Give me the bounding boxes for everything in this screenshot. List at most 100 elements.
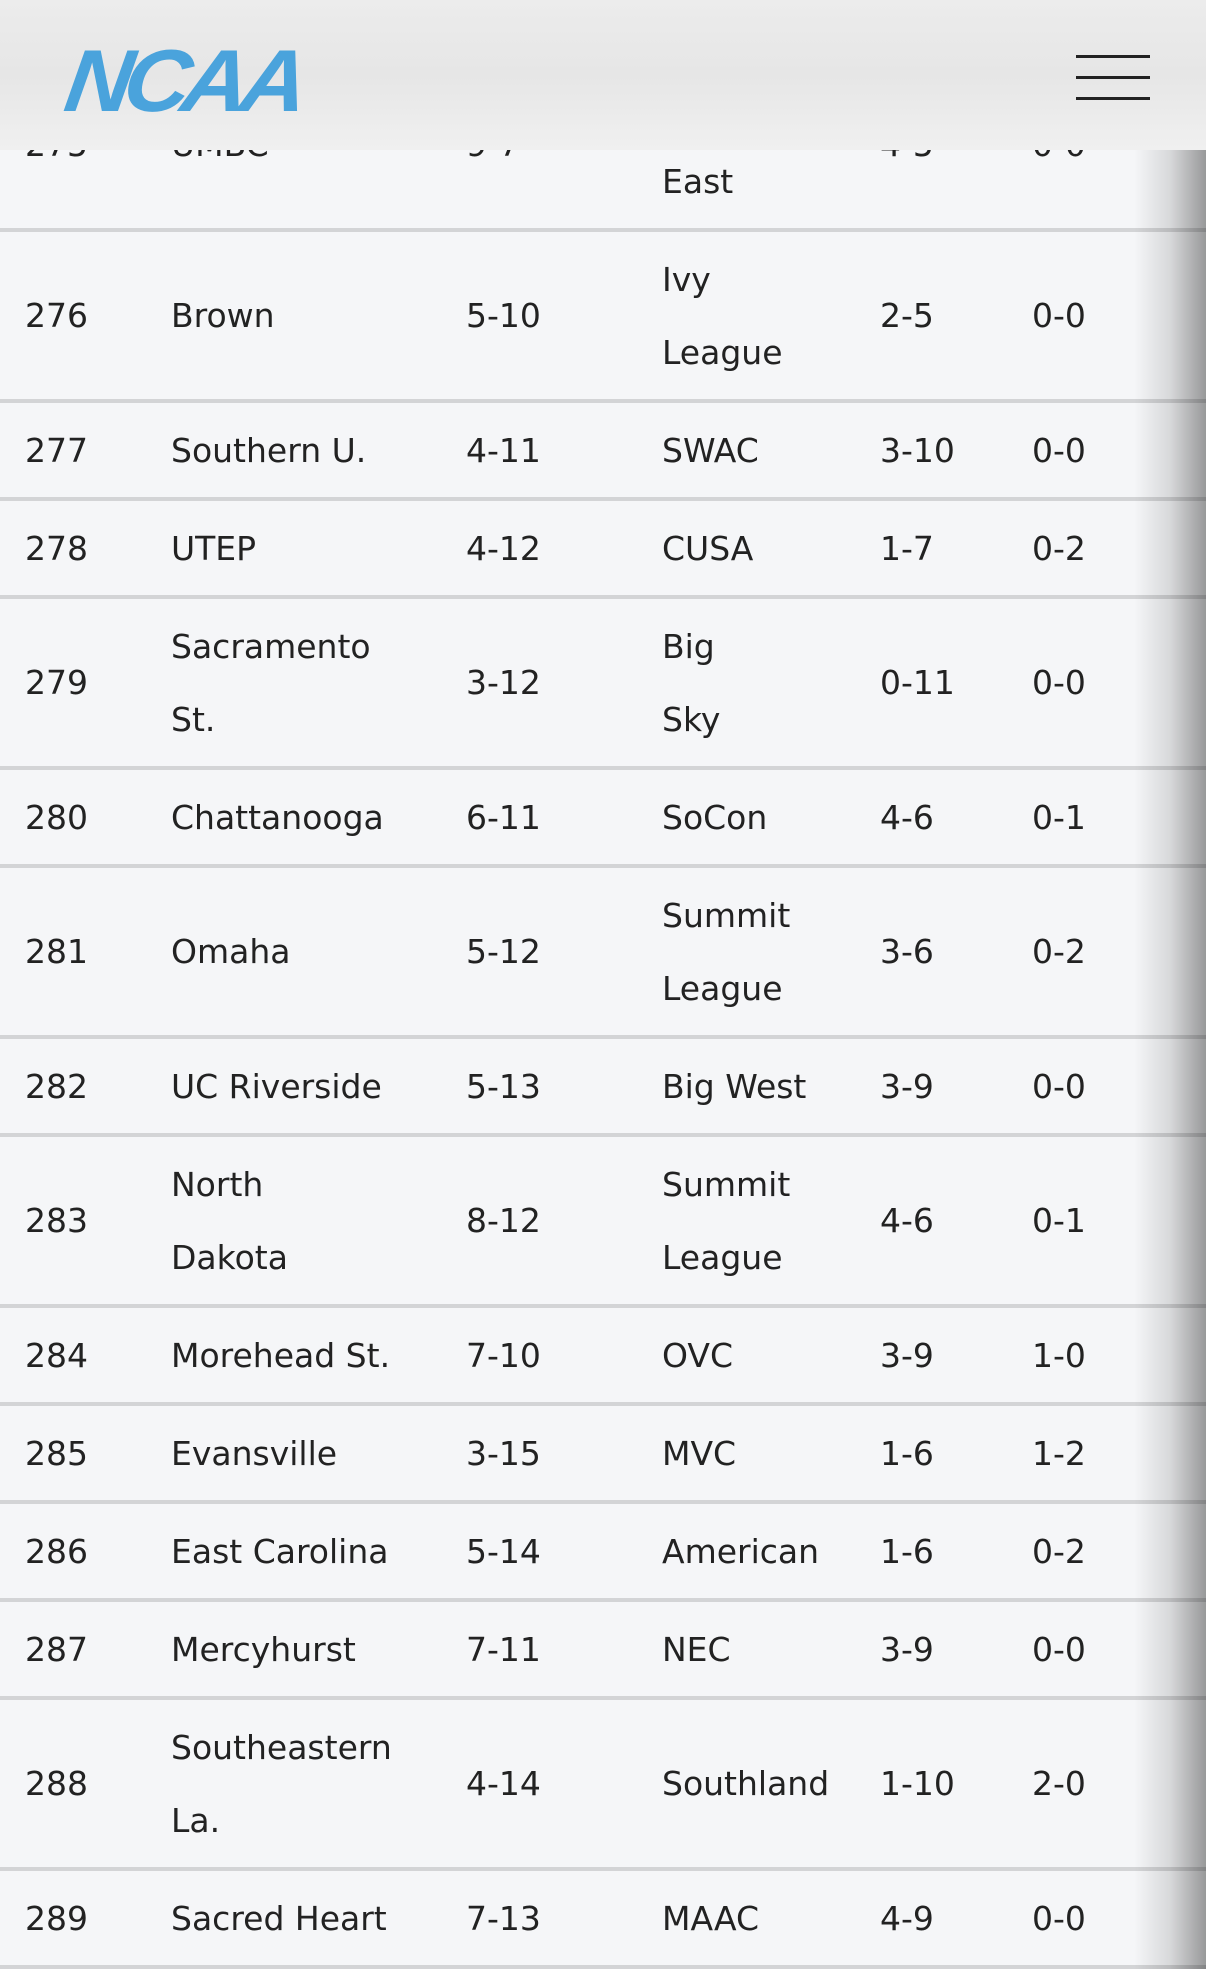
conference-cell: Big Sky — [662, 626, 721, 739]
hamburger-menu-icon[interactable] — [1076, 52, 1150, 102]
quad-record-cell: 0-0 — [1032, 1629, 1086, 1669]
rankings-table: 275UMBC9-7America East4-50-0276Brown5-10… — [0, 61, 1206, 1969]
conference-record-cell: 4-9 — [880, 1898, 934, 1938]
record-cell: 5-13 — [466, 1066, 541, 1106]
rank-cell: 286 — [25, 1531, 88, 1571]
record-cell: 8-12 — [466, 1201, 541, 1240]
rank-cell: 277 — [25, 430, 88, 470]
quad-record-cell: 0-0 — [1032, 1066, 1086, 1106]
record-cell: 5-10 — [466, 296, 541, 335]
table-row: 288 Southeastern La. 4-14 Southland 1-10 2-0 — [0, 1700, 1206, 1871]
team-cell[interactable]: North Dakota — [171, 1164, 288, 1277]
rank-cell: 281 — [25, 932, 88, 971]
conference-cell: Summit League — [662, 1164, 791, 1277]
team-cell[interactable]: Brown — [171, 296, 275, 335]
conference-cell: NEC — [662, 1629, 731, 1669]
quad-record-cell: 0-0 — [1032, 663, 1086, 702]
record-cell: 7-13 — [466, 1898, 541, 1938]
quad-record-cell: 0-1 — [1032, 1201, 1086, 1240]
table-row: 281 Omaha 5-12 Summit League 3-6 0-2 — [0, 868, 1206, 1039]
team-cell[interactable]: Southern U. — [171, 430, 367, 470]
conference-record-cell: 1-10 — [880, 1764, 955, 1803]
table-row: 277 Southern U. 4-11 SWAC 3-10 0-0 — [0, 403, 1206, 501]
team-cell[interactable]: Sacred Heart — [171, 1898, 387, 1938]
record-cell: 7-10 — [466, 1335, 541, 1375]
quad-record-cell: 1-0 — [1032, 1335, 1086, 1375]
quad-record-cell: 0-0 — [1032, 296, 1086, 335]
conference-record-cell: 2-5 — [880, 296, 934, 335]
record-cell: 7-11 — [466, 1629, 541, 1669]
table-row: 276 Brown 5-10 Ivy League 2-5 0-0 — [0, 232, 1206, 403]
conference-cell: SoCon — [662, 797, 768, 837]
conference-record-cell: 3-9 — [880, 1629, 934, 1669]
record-cell: 3-15 — [466, 1433, 541, 1473]
record-cell: 4-12 — [466, 528, 541, 568]
table-row: 279 Sacramento St. 3-12 Big Sky 0-11 0-0 — [0, 599, 1206, 770]
conference-record-cell: 3-10 — [880, 430, 955, 470]
rank-cell: 283 — [25, 1201, 88, 1240]
team-cell[interactable]: Evansville — [171, 1433, 338, 1473]
rank-cell: 276 — [25, 296, 88, 335]
rank-cell: 284 — [25, 1335, 88, 1375]
record-cell: 3-12 — [466, 663, 541, 702]
conference-cell: CUSA — [662, 528, 754, 568]
team-cell[interactable]: Chattanooga — [171, 797, 384, 837]
quad-record-cell: 2-0 — [1032, 1764, 1086, 1803]
rank-cell: 285 — [25, 1433, 88, 1473]
quad-record-cell: 0-2 — [1032, 1531, 1086, 1571]
conference-record-cell: 3-9 — [880, 1335, 934, 1375]
team-cell[interactable]: East Carolina — [171, 1531, 389, 1571]
quad-record-cell: 1-2 — [1032, 1433, 1086, 1473]
table-row: 285 Evansville 3-15 MVC 1-6 1-2 — [0, 1406, 1206, 1504]
conference-cell: SWAC — [662, 430, 759, 470]
conference-record-cell: 4-6 — [880, 797, 934, 837]
team-cell[interactable]: Morehead St. — [171, 1335, 391, 1375]
conference-cell: Ivy League — [662, 259, 783, 372]
team-cell[interactable]: UC Riverside — [171, 1066, 382, 1106]
conference-record-cell: 1-6 — [880, 1433, 934, 1473]
conference-cell: American — [662, 1531, 820, 1571]
team-cell[interactable]: Omaha — [171, 932, 291, 971]
conference-cell: MVC — [662, 1433, 737, 1473]
rank-cell: 282 — [25, 1066, 88, 1106]
record-cell: 6-11 — [466, 797, 541, 837]
table-row: 289 Sacred Heart 7-13 MAAC 4-9 0-0 — [0, 1871, 1206, 1969]
rank-cell: 288 — [25, 1764, 88, 1803]
rank-cell: 287 — [25, 1629, 88, 1669]
conference-record-cell: 3-9 — [880, 1066, 934, 1106]
quad-record-cell: 0-0 — [1032, 430, 1086, 470]
quad-record-cell: 0-2 — [1032, 528, 1086, 568]
table-row: 283 North Dakota 8-12 Summit League 4-6 0-1 — [0, 1137, 1206, 1308]
ncaa-logo[interactable]: NCAA — [59, 31, 308, 130]
conference-record-cell: 0-11 — [880, 663, 955, 702]
team-cell[interactable]: UTEP — [171, 528, 257, 568]
table-row: 287 Mercyhurst 7-11 NEC 3-9 0-0 — [0, 1602, 1206, 1700]
record-cell: 5-12 — [466, 932, 541, 971]
team-cell[interactable]: Mercyhurst — [171, 1629, 356, 1669]
rank-cell: 278 — [25, 528, 88, 568]
conference-cell: Big West — [662, 1066, 807, 1106]
conference-record-cell: 1-6 — [880, 1531, 934, 1571]
site-header: NCAA — [0, 0, 1206, 150]
quad-record-cell: 0-0 — [1032, 1898, 1086, 1938]
quad-record-cell: 0-1 — [1032, 797, 1086, 837]
rank-cell: 280 — [25, 797, 88, 837]
table-row: 282 UC Riverside 5-13 Big West 3-9 0-0 — [0, 1039, 1206, 1137]
table-row: 286 East Carolina 5-14 American 1-6 0-2 — [0, 1504, 1206, 1602]
conference-record-cell: 4-6 — [880, 1201, 934, 1240]
record-cell: 5-14 — [466, 1531, 541, 1571]
conference-cell: MAAC — [662, 1898, 760, 1938]
table-row: 280 Chattanooga 6-11 SoCon 4-6 0-1 — [0, 770, 1206, 868]
rank-cell: 289 — [25, 1898, 88, 1938]
conference-cell: Southland — [662, 1764, 830, 1803]
quad-record-cell: 0-2 — [1032, 932, 1086, 971]
conference-cell: Summit League — [662, 895, 791, 1008]
conference-record-cell: 1-7 — [880, 528, 934, 568]
record-cell: 4-11 — [466, 430, 541, 470]
conference-record-cell: 3-6 — [880, 932, 934, 971]
rank-cell: 279 — [25, 663, 88, 702]
record-cell: 4-14 — [466, 1764, 541, 1803]
team-cell[interactable]: Sacramento St. — [171, 626, 371, 739]
team-cell[interactable]: Southeastern La. — [171, 1727, 392, 1840]
conference-cell: OVC — [662, 1335, 734, 1375]
